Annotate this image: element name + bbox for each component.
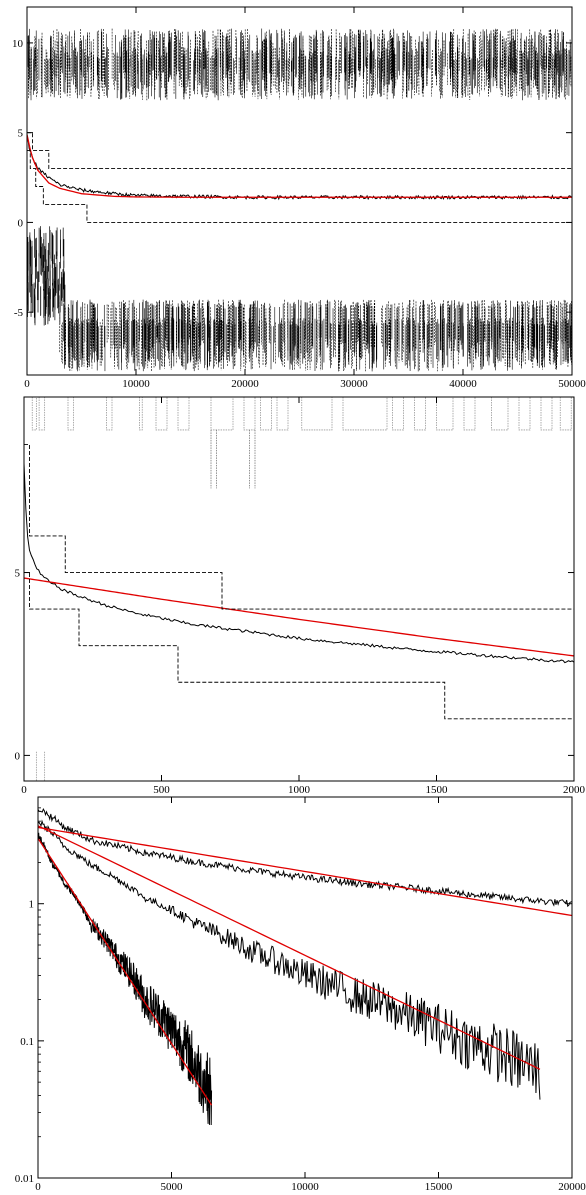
state-trace-mark [155,397,168,431]
state-trace-mark [491,397,509,431]
state-trace-mark [31,397,37,431]
panel-middle: 0 500 1000 1500 2000 0 5 [15,396,586,796]
panel-top: 0 10000 20000 30000 40000 50000 -5 0 5 10 [12,6,586,390]
x-tick-label: 2000 [563,784,586,796]
y-tick-label: -5 [14,307,24,319]
state-trace-mark [106,397,113,431]
x-tick-label: 40000 [449,378,477,390]
step-trace [27,150,572,223]
fit-curve [38,826,572,917]
state-trace-mark [301,397,333,431]
fit-curve [27,134,572,198]
state-trace-mark [540,397,553,431]
x-tick-label: 20000 [558,1181,586,1193]
state-trace-mark [463,397,476,431]
state-trace-mark [436,397,454,431]
state-trace-mark [38,397,46,431]
step-trace [24,444,574,610]
x-tick-label: 10000 [122,378,150,390]
y-tick-label: 1 [29,899,35,911]
state-trace-mark [342,397,388,431]
state-trace-mark [177,397,190,431]
y-tick-label: 10 [12,38,24,50]
y-tick-label: 0 [15,750,21,762]
fit-curve [38,837,213,1106]
state-trace-mark [276,397,289,431]
state-trace-mark [243,397,256,431]
x-tick-label: 0 [21,784,27,796]
plot-frame [23,396,575,782]
state-trace-mark [414,397,426,431]
y-tick-label: 5 [18,128,24,140]
data-series-line [38,808,572,908]
x-tick-label: 20000 [231,378,259,390]
y-tick-label: 0.01 [15,1173,34,1185]
state-trace-mark [67,397,74,431]
state-trace-mark [260,397,272,431]
plot-frame [26,6,573,376]
data-series-line [24,463,574,664]
x-tick-label: 10000 [291,1181,319,1193]
step-trace [27,132,572,170]
x-tick-label: 0 [35,1181,41,1193]
plot-area [27,28,572,372]
x-tick-label: 50000 [558,378,586,390]
state-trace-mark [249,429,256,489]
x-tick-label: 15000 [425,1181,453,1193]
data-series-line [27,135,572,201]
plot-area [38,808,572,1126]
plot-frame [37,796,573,1179]
x-tick-label: 0 [24,378,30,390]
y-tick-label: 0.1 [20,1036,34,1048]
fit-curve [24,577,574,657]
state-trace-mark [518,397,531,431]
state-trace-band [24,397,572,781]
panel-bottom: 0 5000 10000 15000 20000 0.01 0.1 1 [15,796,586,1193]
state-trace-mark [139,397,143,431]
y-tick-label: 5 [15,568,21,580]
state-trace-mark [559,397,572,431]
plot-area [24,397,574,781]
x-tick-label: 30000 [340,378,368,390]
y-tick-label: 0 [18,217,24,229]
x-tick-label: 500 [153,784,170,796]
step-trace [24,572,574,720]
state-trace-mark [210,429,217,489]
fit-curve [38,825,541,1070]
state-trace-band [27,28,572,372]
x-tick-label: 1500 [426,784,449,796]
x-tick-label: 5000 [161,1181,184,1193]
state-trace-mark [210,397,234,431]
data-series-line [38,832,213,1126]
data-series-line [38,819,541,1100]
state-trace-mark [392,397,404,431]
x-tick-label: 1000 [288,784,311,796]
state-trace-mark [24,440,46,781]
